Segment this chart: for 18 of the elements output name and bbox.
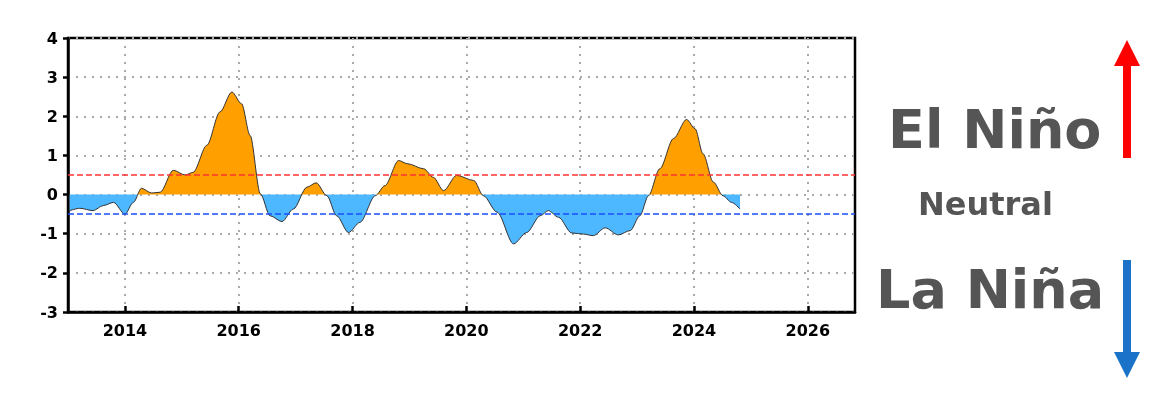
x-tick-label: 2022 xyxy=(557,320,603,340)
text: La Niña xyxy=(876,258,1105,321)
y-tick-label: -3 xyxy=(40,302,58,322)
y-tick-label: 1 xyxy=(46,145,58,165)
x-tick-label: 2014 xyxy=(102,320,148,340)
text: Neutral xyxy=(918,185,1053,223)
x-tick-label: 2026 xyxy=(785,320,831,340)
y-tick-label: 4 xyxy=(46,28,58,48)
x-tick-label: 2024 xyxy=(671,320,717,340)
y-tick-label: -1 xyxy=(40,224,58,244)
x-tick-label: 2016 xyxy=(216,320,261,340)
y-tick-label: -2 xyxy=(40,263,58,283)
x-tick-label: 2020 xyxy=(444,320,489,340)
x-tick-label: 2018 xyxy=(330,320,375,340)
y-tick-label: 0 xyxy=(46,185,58,205)
text: El Niño xyxy=(888,98,1102,161)
y-tick-label: 2 xyxy=(46,106,58,126)
y-tick-label: 3 xyxy=(46,67,58,87)
